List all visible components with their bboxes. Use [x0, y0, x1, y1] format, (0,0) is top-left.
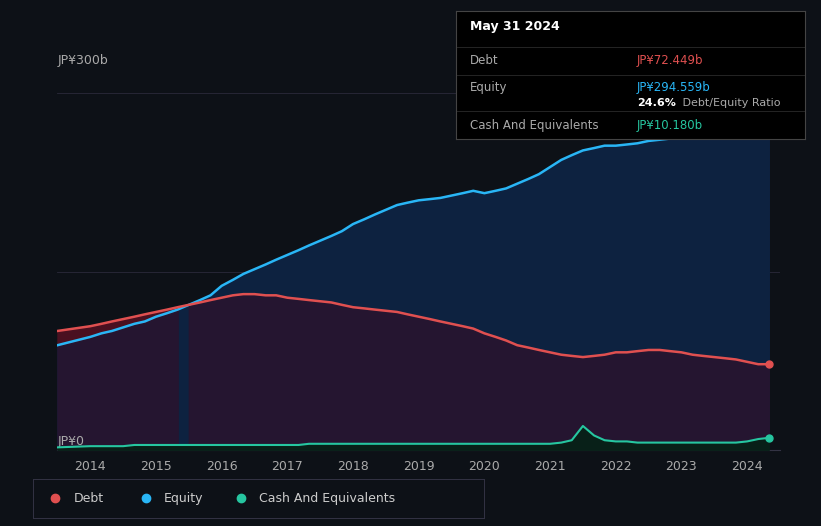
Text: JP¥72.449b: JP¥72.449b — [637, 54, 704, 67]
Text: 24.6%: 24.6% — [637, 98, 676, 108]
Text: Equity: Equity — [164, 492, 204, 505]
Text: Debt: Debt — [74, 492, 103, 505]
Text: Equity: Equity — [470, 82, 507, 94]
Text: May 31 2024: May 31 2024 — [470, 20, 559, 33]
Text: JP¥10.180b: JP¥10.180b — [637, 119, 704, 132]
Text: JP¥294.559b: JP¥294.559b — [637, 82, 711, 94]
Text: Cash And Equivalents: Cash And Equivalents — [259, 492, 395, 505]
Text: Cash And Equivalents: Cash And Equivalents — [470, 119, 599, 132]
Text: Debt/Equity Ratio: Debt/Equity Ratio — [679, 98, 781, 108]
Text: Debt: Debt — [470, 54, 498, 67]
Text: JP¥300b: JP¥300b — [57, 54, 108, 67]
Text: JP¥0: JP¥0 — [57, 435, 85, 448]
